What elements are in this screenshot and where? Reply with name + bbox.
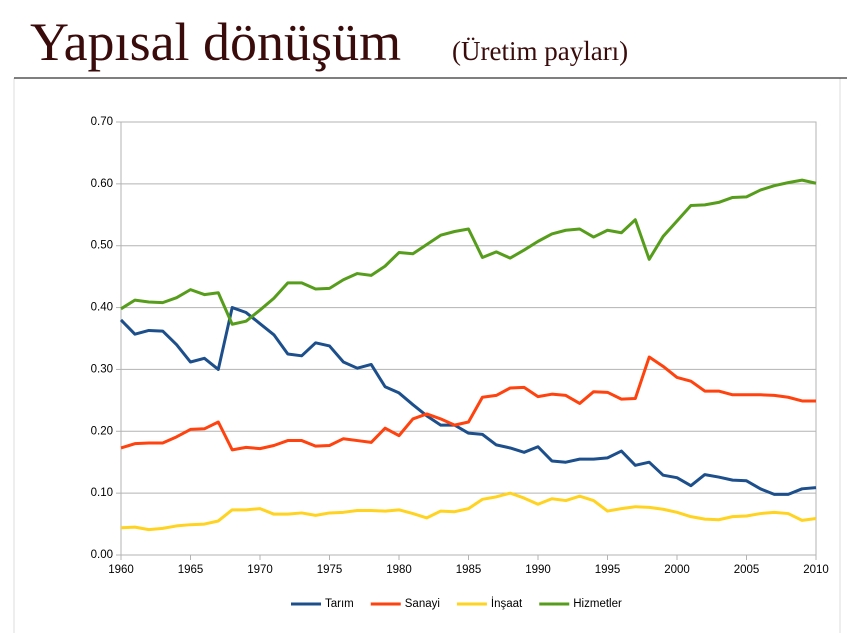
legend-label: Sanayi <box>405 598 440 610</box>
y-tick-label: 0.50 <box>91 240 113 252</box>
slide-title: Yapısal dönüşüm <box>30 12 401 72</box>
series-line <box>120 491 817 532</box>
x-tick-label: 2000 <box>664 564 690 576</box>
x-tick-label: 1990 <box>525 564 551 576</box>
series-line <box>120 178 817 326</box>
x-tick-label: 1995 <box>595 564 621 576</box>
series-line <box>119 306 817 496</box>
x-tick-label: 1960 <box>108 564 134 576</box>
x-tick-label: 1965 <box>178 564 204 576</box>
x-tick-label: 2010 <box>803 564 829 576</box>
x-tick-label: 1975 <box>317 564 343 576</box>
y-tick-label: 0.70 <box>91 116 113 128</box>
y-tick-label: 0.40 <box>91 302 113 314</box>
x-tick-label: 1985 <box>456 564 482 576</box>
y-tick-label: 0.30 <box>91 363 113 375</box>
x-tick-label: 2005 <box>734 564 760 576</box>
series-line <box>120 355 816 452</box>
legend-label: Hizmetler <box>573 598 622 610</box>
slide-subtitle: (Üretim payları) <box>452 36 628 66</box>
legend-label: Tarım <box>325 598 354 610</box>
y-tick-label: 0.60 <box>91 178 113 190</box>
x-tick-label: 1970 <box>247 564 273 576</box>
y-tick-label: 0.20 <box>91 425 113 437</box>
y-tick-label: 0.10 <box>91 487 113 499</box>
x-tick-label: 1980 <box>386 564 412 576</box>
y-tick-label: 0.00 <box>91 549 113 561</box>
legend-label: İnşaat <box>491 597 523 610</box>
